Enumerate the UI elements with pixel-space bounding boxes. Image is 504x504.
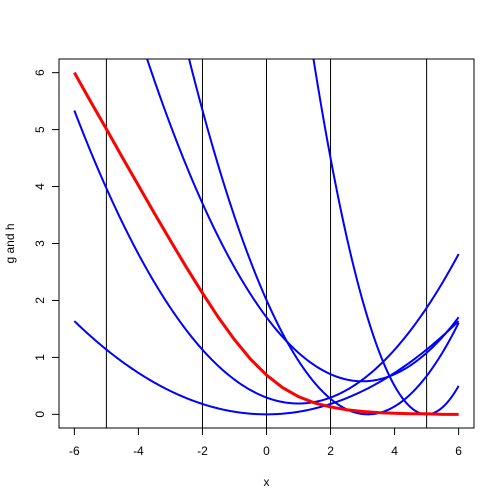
y-axis-label: g and h — [3, 223, 17, 263]
y-tick-label: 2 — [33, 297, 47, 304]
tangent-curve — [73, 320, 460, 416]
y-tick-label: 3 — [33, 240, 47, 247]
y-tick-label: 6 — [33, 69, 47, 76]
x-axis: -6 -4 -2 0 2 4 6 — [69, 427, 462, 458]
x-axis-label: x — [264, 475, 270, 489]
y-axis: 0 1 2 3 4 5 6 — [33, 69, 60, 418]
tangent-curve — [188, 59, 460, 416]
tangent-curve — [73, 110, 460, 405]
main-curve — [73, 71, 459, 416]
y-tick-label: 4 — [33, 183, 47, 190]
vertical-lines — [105, 59, 428, 428]
x-tick-label: 0 — [263, 444, 270, 458]
x-tick-label: 2 — [327, 444, 334, 458]
tangent-curve — [146, 59, 460, 383]
tangent-curves — [73, 59, 460, 416]
x-tick-label: -4 — [133, 444, 144, 458]
main-curve-group — [73, 71, 459, 416]
x-tick-label: -2 — [197, 444, 208, 458]
y-tick-label: 1 — [33, 354, 47, 361]
x-tick-label: -6 — [69, 444, 80, 458]
x-tick-label: 6 — [455, 444, 462, 458]
y-tick-label: 5 — [33, 126, 47, 133]
x-tick-label: 4 — [391, 444, 398, 458]
y-tick-label: 0 — [33, 411, 47, 418]
tangent-curve — [312, 59, 460, 416]
